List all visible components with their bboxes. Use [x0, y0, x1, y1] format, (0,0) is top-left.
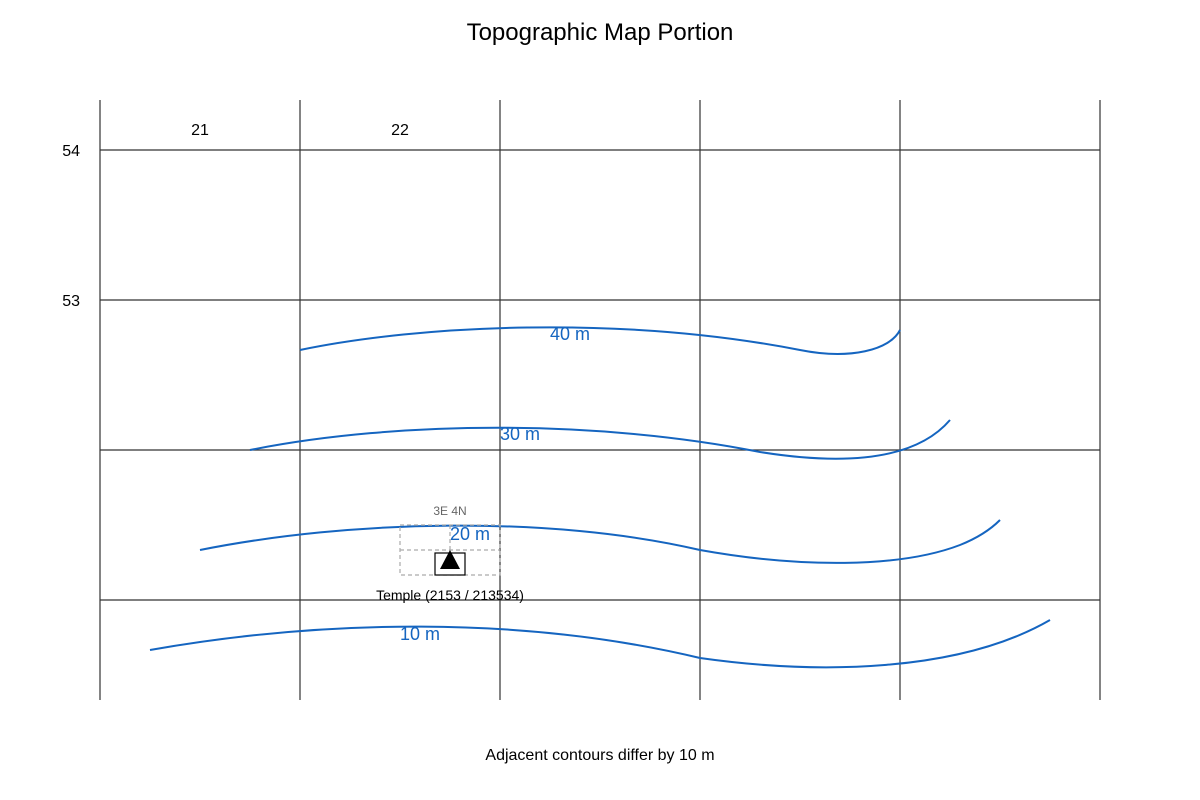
- contour-line-30m: [249, 419, 951, 460]
- contour-line-10m: [149, 619, 1051, 669]
- contour-label-30m: 30 m: [500, 424, 540, 444]
- contour-label-20m: 20 m: [450, 524, 490, 544]
- northing-label: 54: [62, 143, 80, 160]
- contour-label-40m: 40 m: [550, 324, 590, 344]
- contour-label-10m: 10 m: [400, 624, 440, 644]
- map-caption: Adjacent contours differ by 10 m: [485, 747, 714, 764]
- grid-labels: 21 22 54 53: [62, 122, 409, 310]
- subgrid-label: 3E 4N: [433, 504, 466, 518]
- contours: 40 m 30 m 20 m 10 m: [149, 324, 1051, 669]
- page-title: Topographic Map Portion: [467, 19, 734, 46]
- easting-label: 22: [391, 122, 409, 139]
- triangle-icon: [440, 550, 460, 569]
- landmark-label: Temple (2153 / 213534): [376, 587, 524, 603]
- contour-line-20m: [199, 519, 1001, 564]
- northing-label: 53: [62, 293, 80, 310]
- easting-label: 21: [191, 122, 209, 139]
- contour-line-40m: [299, 326, 901, 355]
- temple-landmark: Temple (2153 / 213534): [376, 550, 524, 603]
- grid: [99, 100, 1101, 700]
